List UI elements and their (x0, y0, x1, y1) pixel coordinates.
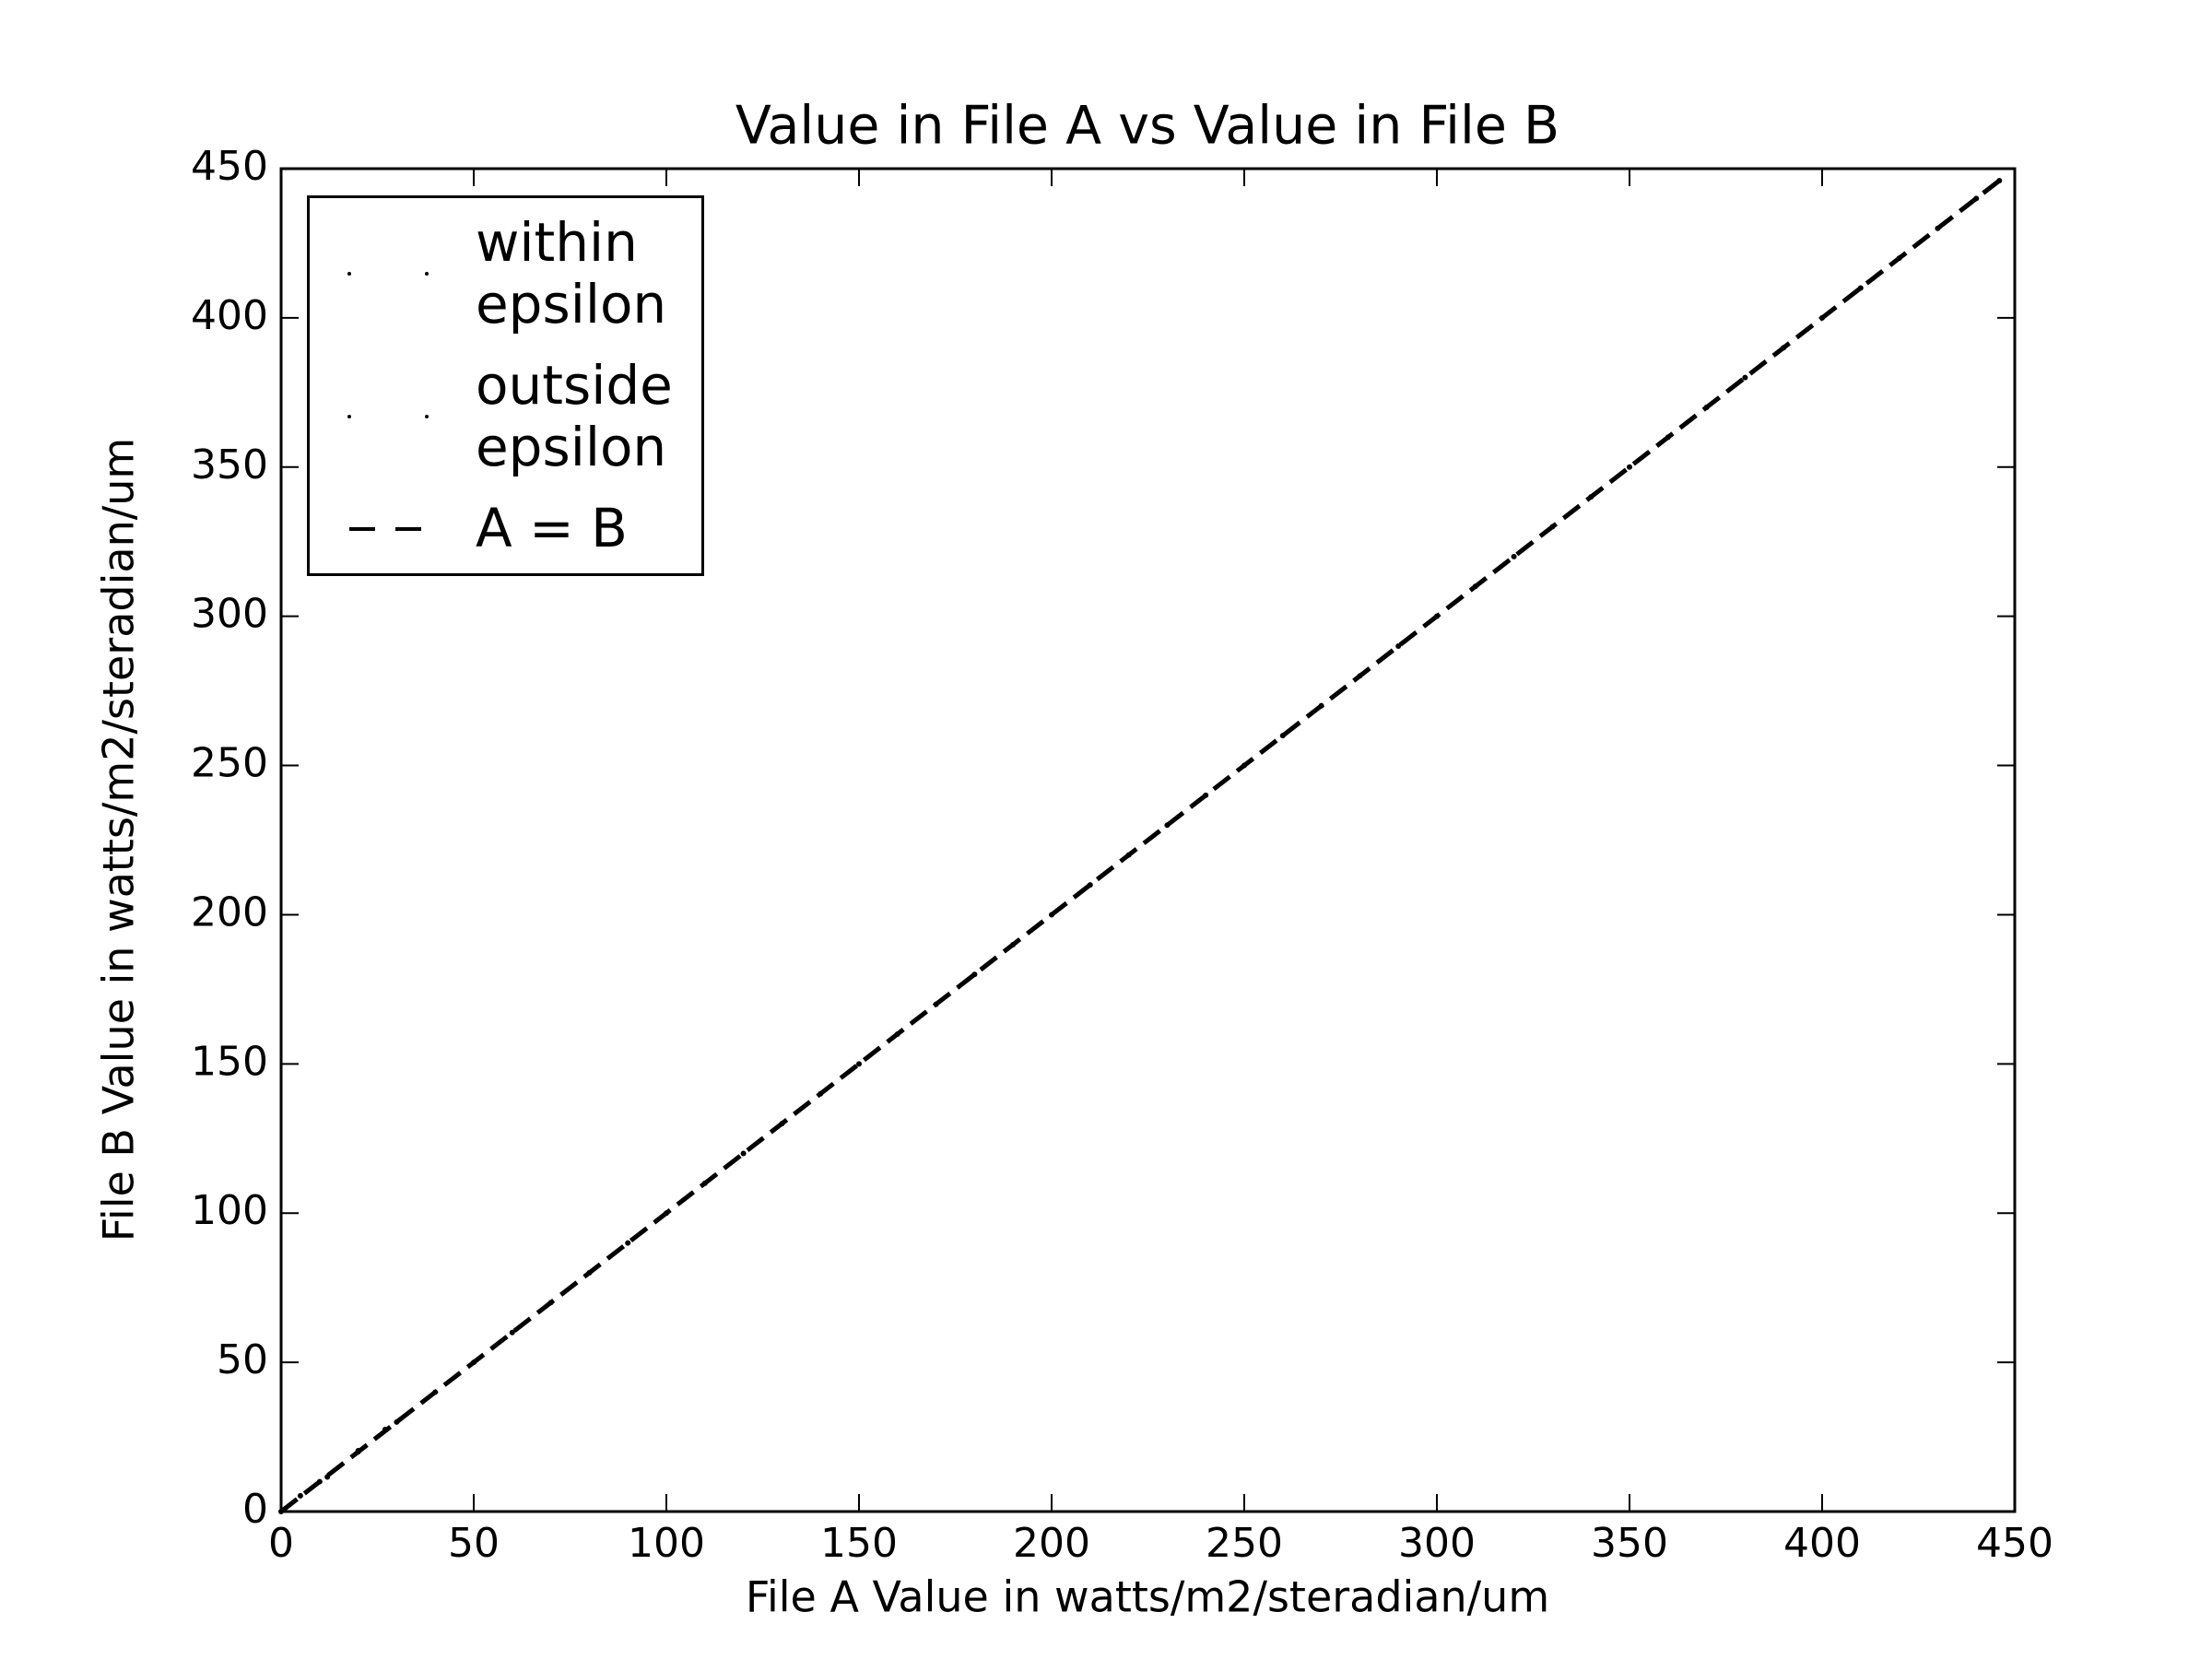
x-axis-label: File A Value in watts/m2/steradian/um (746, 1572, 1549, 1622)
data-point (625, 1240, 631, 1246)
legend-handle (349, 526, 427, 531)
y-tick-label: 250 (191, 740, 268, 787)
legend-marker (425, 414, 429, 418)
x-tick-label: 150 (820, 1520, 898, 1567)
legend-entry: A = B (310, 498, 701, 559)
legend-entry: within epsilon (310, 210, 701, 335)
x-tick-label: 0 (268, 1520, 294, 1567)
y-tick-label: 50 (217, 1336, 268, 1383)
y-tick-label: 200 (191, 888, 268, 935)
x-tick-label: 400 (1783, 1520, 1861, 1567)
x-tick-label: 300 (1398, 1520, 1476, 1567)
y-tick-label: 300 (191, 591, 268, 638)
legend-entry: outside epsilon (310, 355, 701, 477)
chart-title: Value in File A vs Value in File B (735, 96, 1559, 157)
data-point (1395, 643, 1402, 650)
plot-frame (279, 167, 2017, 1513)
x-tick-label: 250 (1206, 1520, 1283, 1567)
data-point (740, 1150, 747, 1157)
reference-line (279, 178, 2001, 1513)
y-tick-label: 0 (242, 1486, 268, 1533)
y-tick-label: 350 (191, 441, 268, 488)
y-tick-label: 100 (191, 1187, 268, 1234)
y-axis-label: File B Value in watts/m2/steradian/um (94, 438, 144, 1241)
legend-handle (347, 414, 429, 418)
x-tick-label: 200 (1013, 1520, 1090, 1567)
data-point (1742, 374, 1748, 381)
data-point (509, 1329, 515, 1335)
legend-marker (347, 271, 351, 276)
legend-label: A = B (476, 497, 628, 560)
data-point (856, 1061, 862, 1067)
legend: within epsilon outside epsilon A = B (307, 195, 704, 576)
legend-handle (347, 271, 429, 276)
legend-marker (347, 414, 351, 418)
legend-label: within epsilon (476, 210, 667, 335)
data-point (297, 1492, 303, 1499)
x-tick-label: 450 (1976, 1520, 2053, 1567)
data-point (1627, 464, 1632, 470)
legend-label: outside epsilon (476, 354, 673, 478)
x-tick-label: 350 (1591, 1520, 1668, 1567)
y-tick-label: 400 (191, 292, 268, 339)
x-tick-label: 50 (448, 1520, 500, 1567)
y-tick-label: 450 (191, 143, 268, 190)
y-tick-label: 150 (191, 1038, 268, 1085)
x-tick-label: 100 (628, 1520, 705, 1567)
legend-marker (425, 271, 429, 276)
data-point (1511, 553, 1517, 559)
